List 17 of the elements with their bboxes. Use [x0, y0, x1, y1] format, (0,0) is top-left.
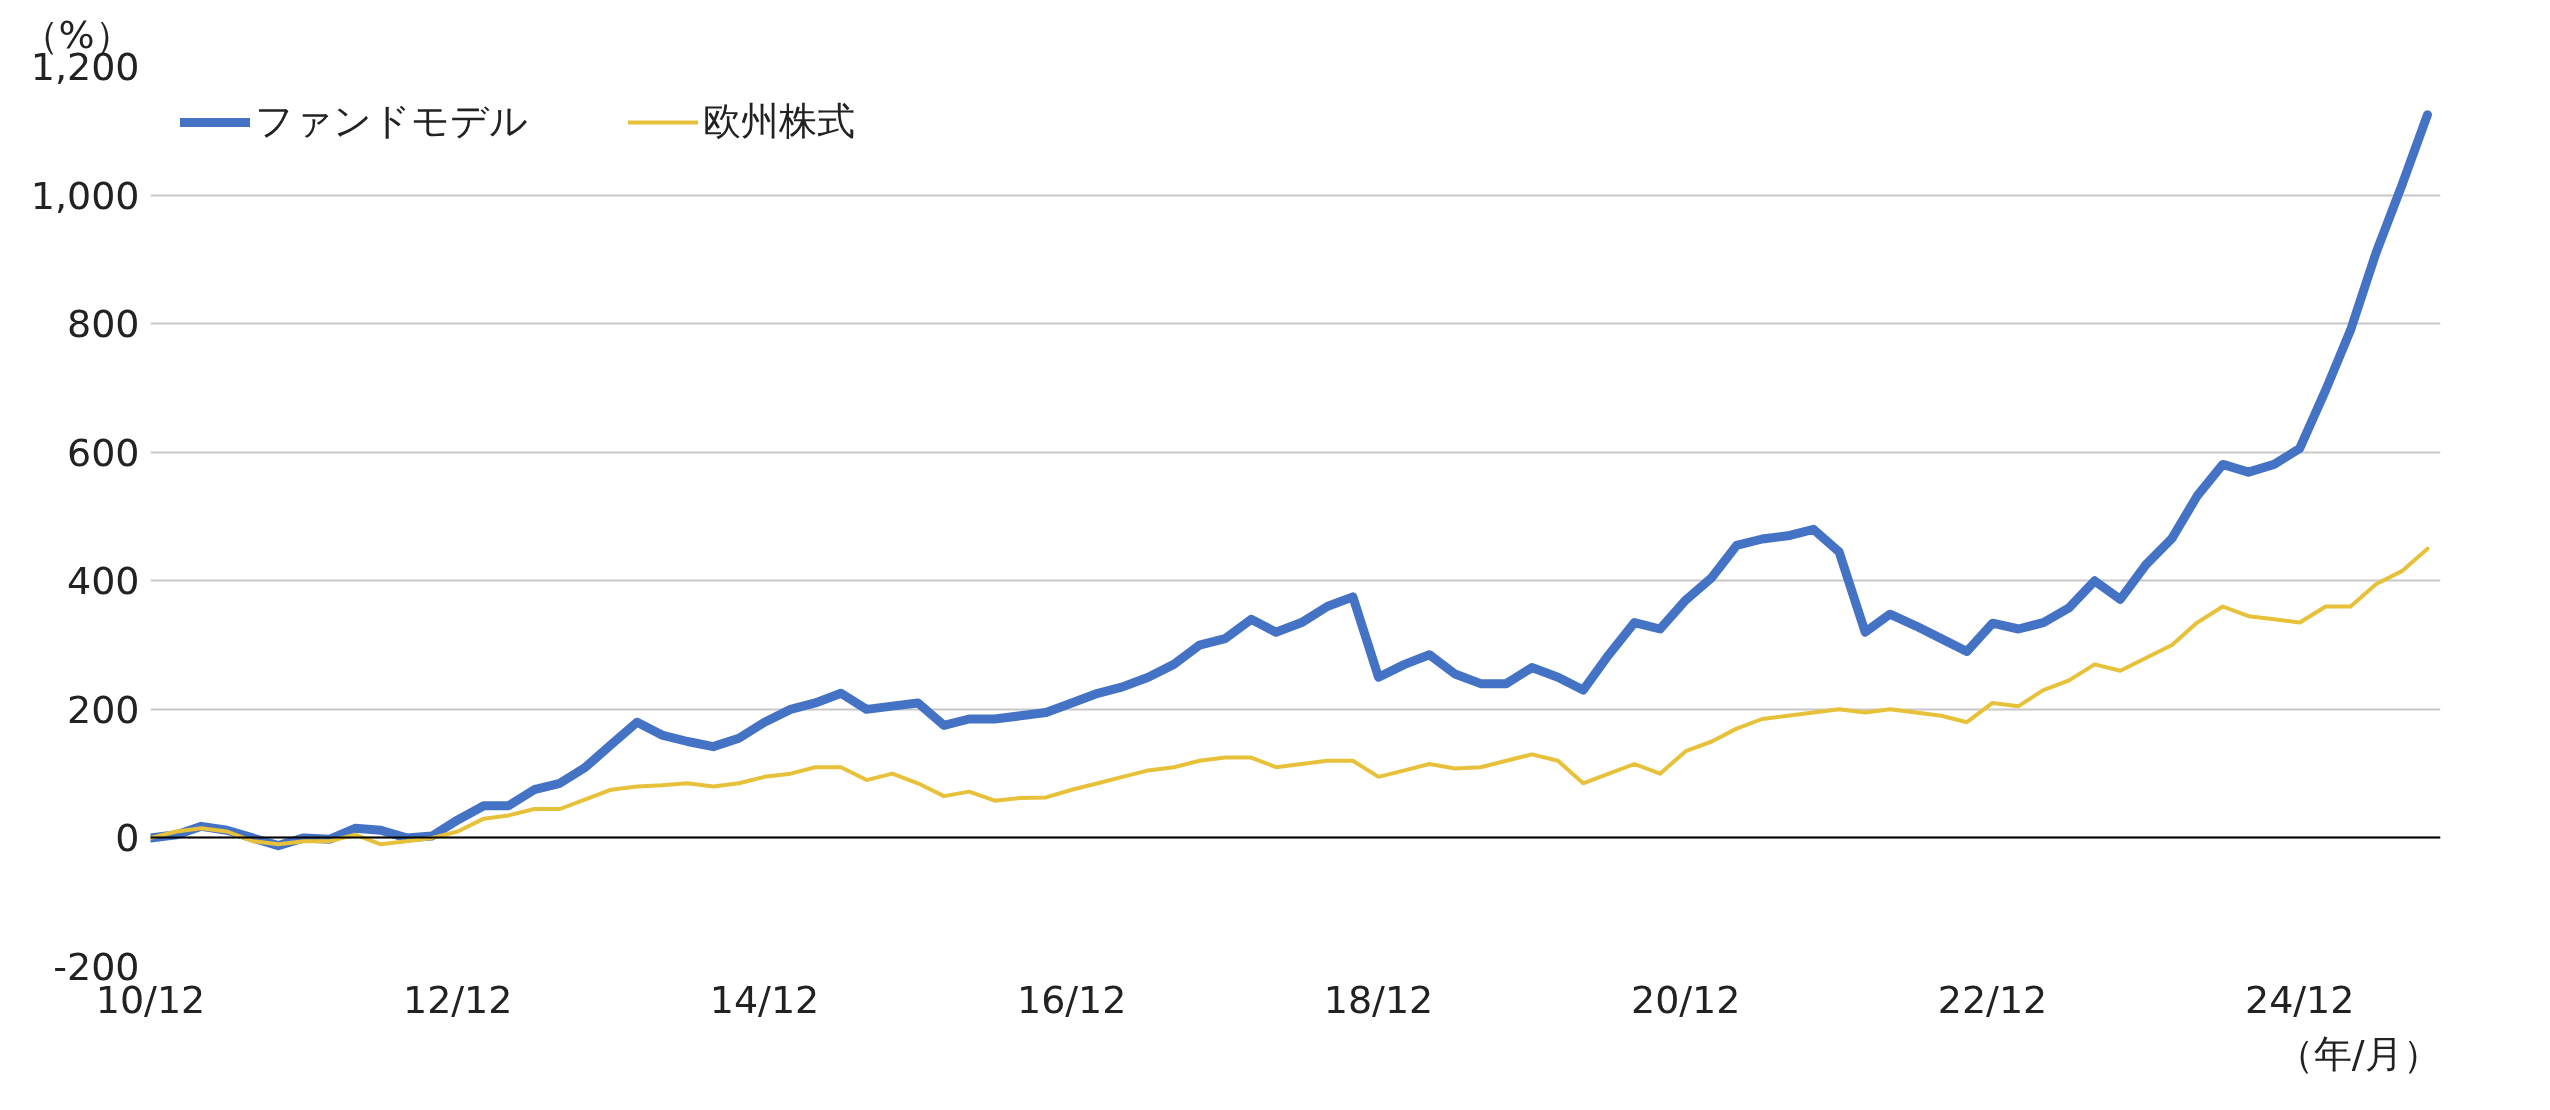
- x-tick-label: 22/12: [1937, 977, 2048, 1022]
- y-tick-label: 200: [66, 687, 140, 732]
- x-tick-label: 16/12: [1016, 977, 1127, 1022]
- y-tick-label: 600: [66, 430, 140, 475]
- legend-label: 欧州株式: [703, 98, 855, 145]
- x-axis-title: （年/月）: [2275, 1031, 2441, 1076]
- x-tick-label: 20/12: [1630, 977, 1741, 1022]
- x-tick-label: 12/12: [402, 977, 513, 1022]
- x-tick-label: 24/12: [2244, 977, 2355, 1022]
- y-tick-label: 0: [115, 816, 140, 861]
- y-tick-label: 400: [66, 559, 140, 604]
- x-tick-label: 18/12: [1323, 977, 1434, 1022]
- x-tick-label: 14/12: [709, 977, 820, 1022]
- legend-label: ファンドモデル: [255, 98, 528, 145]
- y-tick-label: 1,000: [30, 173, 140, 218]
- line-series: [150, 546, 2430, 847]
- y-tick-label: 800: [66, 302, 140, 347]
